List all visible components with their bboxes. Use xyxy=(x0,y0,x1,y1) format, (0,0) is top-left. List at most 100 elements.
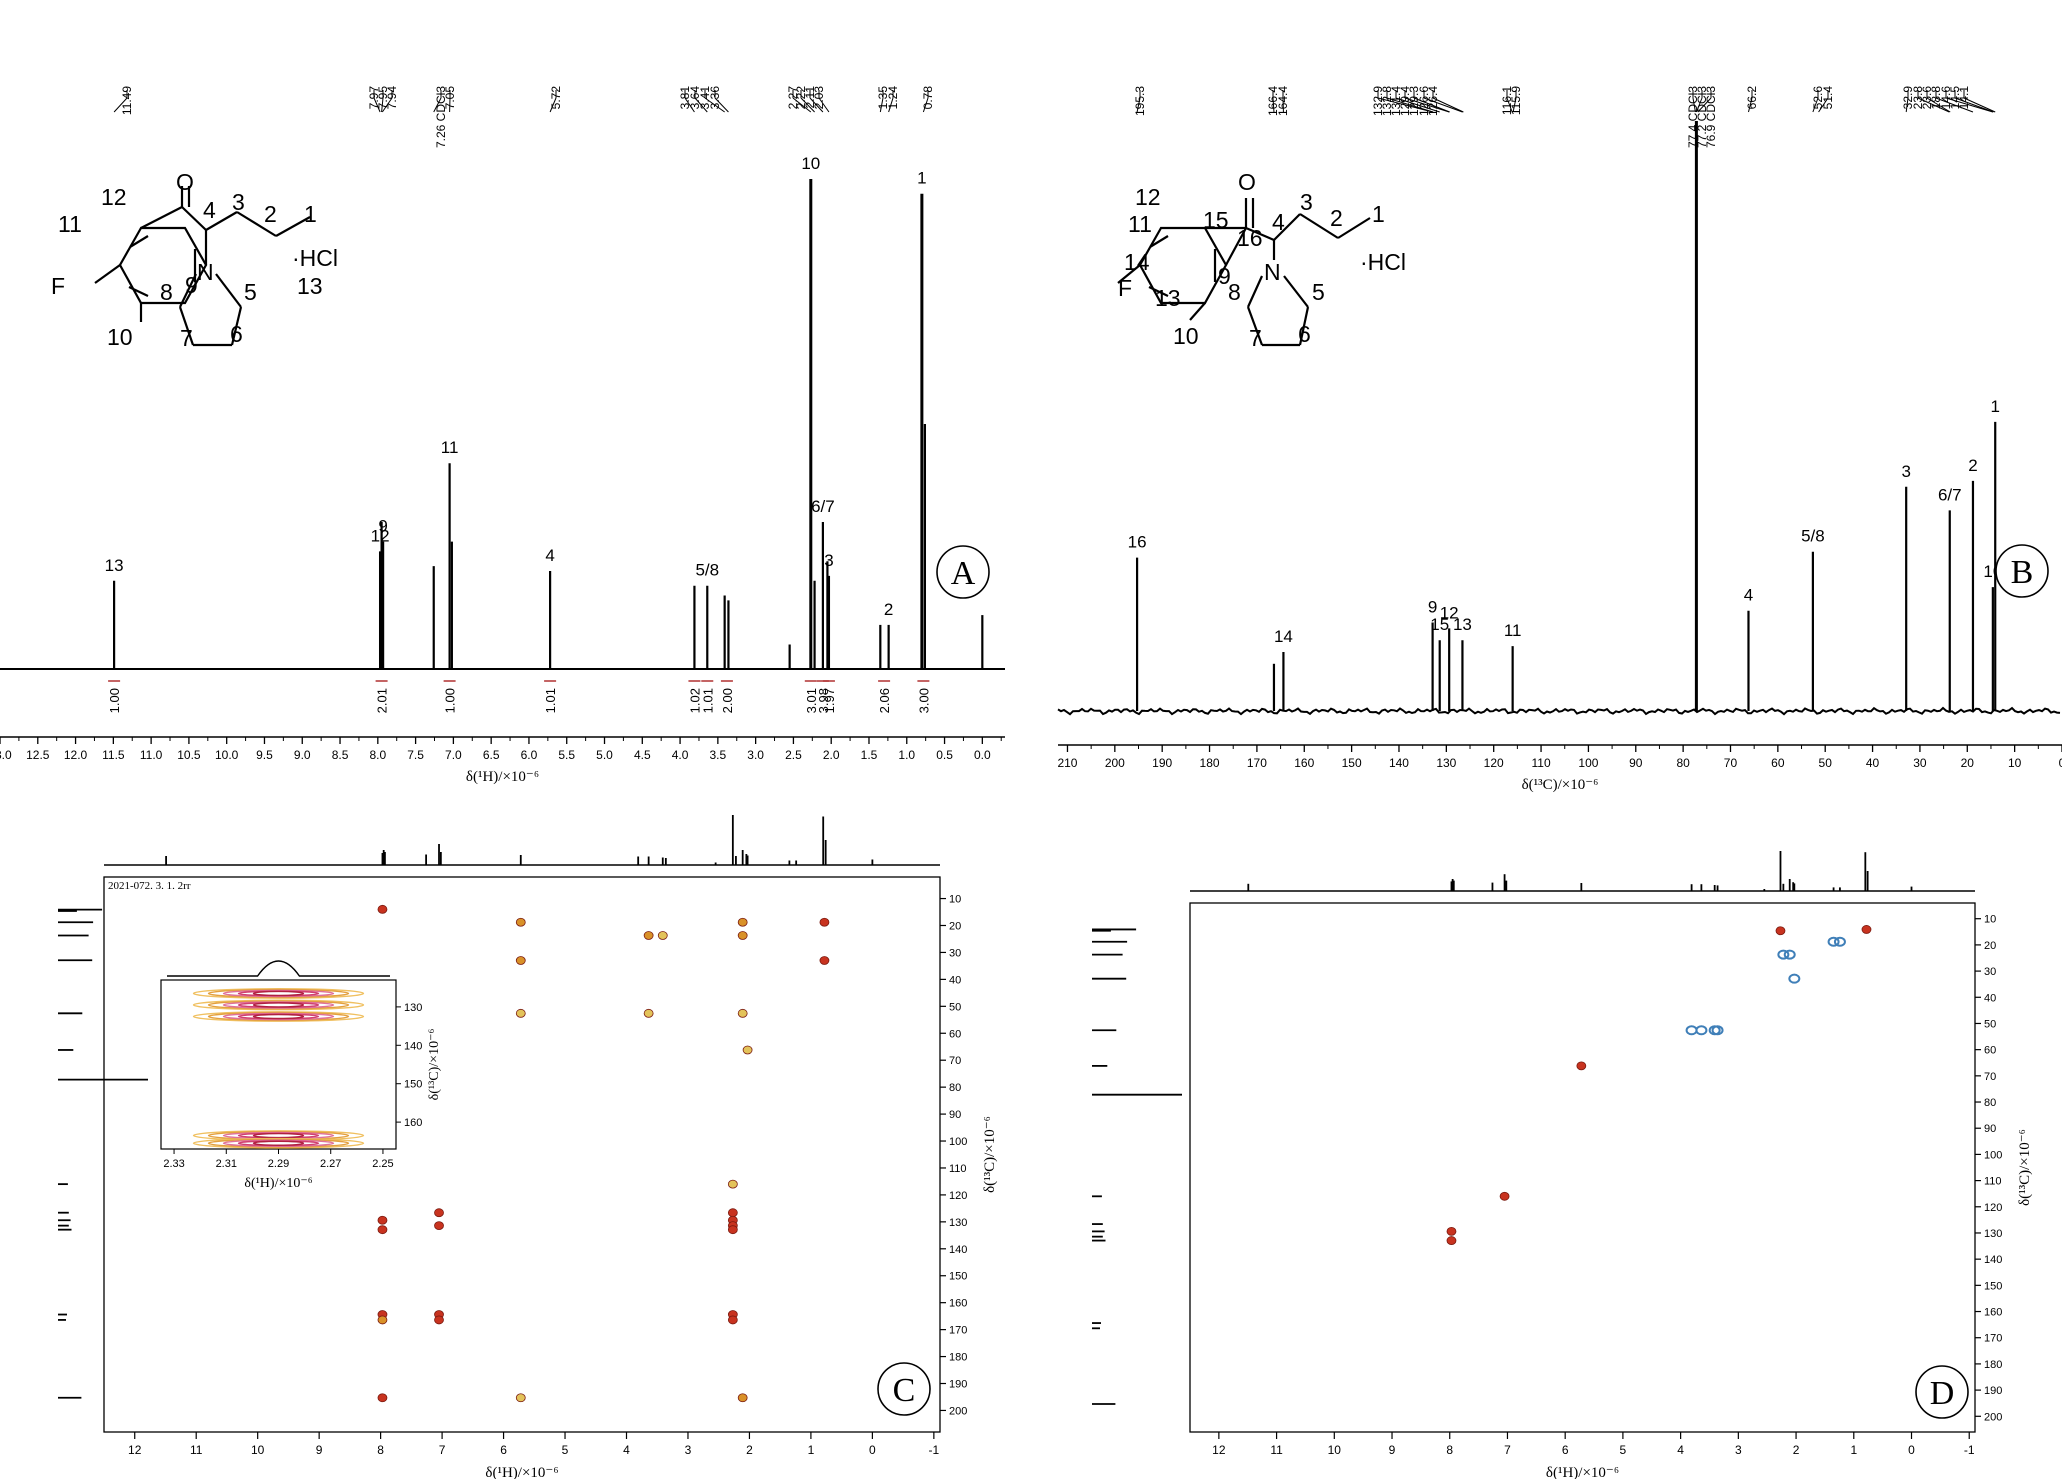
x-tick-label: 6 xyxy=(500,1443,507,1457)
dataset-name: 2021-072. 3. 1. 2rr xyxy=(108,880,191,892)
cross-peak xyxy=(1499,1191,1510,1201)
atom-label-14: 14 xyxy=(1124,249,1150,275)
cross-peak xyxy=(727,1179,738,1189)
atom-label-12: 12 xyxy=(101,184,127,210)
atom-label-1: 1 xyxy=(304,201,317,227)
integral-value: 1.00 xyxy=(443,688,458,713)
peak-list-leader xyxy=(1404,97,1450,113)
peak-list-value: 126.6 xyxy=(1417,86,1431,116)
x-tick-label: 2.0 xyxy=(823,748,840,762)
y-tick-label: 100 xyxy=(1984,1149,2002,1161)
peak-list-leader xyxy=(1818,97,1829,113)
atom-label-4: 4 xyxy=(1272,209,1285,235)
x-tick-label: -1 xyxy=(929,1443,940,1457)
peak-assignment-label: 11 xyxy=(1504,621,1522,640)
x-tick-label: 8 xyxy=(377,1443,384,1457)
plot-frame xyxy=(103,876,941,1433)
cross-peak xyxy=(657,931,668,940)
peak-list-value: 7.26 CDCl3 xyxy=(434,86,448,148)
x-tick-label: 70 xyxy=(1724,756,1738,770)
x-tick-label: 3.0 xyxy=(747,748,764,762)
peak-list-leader xyxy=(1272,97,1275,113)
peak-assignment-label: 4 xyxy=(545,546,554,565)
x-tick-label: 5 xyxy=(1620,1443,1627,1457)
cross-peak xyxy=(434,1208,444,1218)
cross-peak xyxy=(377,1225,388,1235)
x-tick-label: 130 xyxy=(1436,756,1456,770)
inset-y-tick-label: 160 xyxy=(404,1117,422,1129)
x-tick-label: 120 xyxy=(1484,756,1504,770)
cross-peak xyxy=(1827,936,1840,947)
inset-x-tick-label: 2.29 xyxy=(268,1158,289,1170)
peak-list-leader xyxy=(1917,97,1950,113)
x-tick-label: 0.5 xyxy=(936,748,953,762)
x-tick-label: 20 xyxy=(1961,756,1975,770)
peak-list-leader xyxy=(888,97,894,113)
peak-list-leader xyxy=(704,97,725,113)
peak-assignment-label: 4 xyxy=(1744,586,1753,605)
peak-list-leader xyxy=(1695,97,1703,113)
y-tick-label: 150 xyxy=(949,1271,967,1283)
cross-peak xyxy=(515,1008,526,1018)
x-axis-label: δ(¹³C)/×10⁻⁶ xyxy=(1522,777,1599,793)
x-tick-label: 140 xyxy=(1389,756,1409,770)
peak-list-leader xyxy=(373,97,381,113)
x-tick-label: 13.0 xyxy=(0,748,12,762)
cross-peak xyxy=(377,1393,388,1403)
atom-label-16: 16 xyxy=(1237,225,1263,251)
panel-badge-label: A xyxy=(951,555,976,592)
peak-list-value: 129.4 xyxy=(1398,86,1412,116)
y-tick-label: 130 xyxy=(949,1217,967,1229)
x-tick-label: 5.5 xyxy=(558,748,575,762)
y-tick-label: 60 xyxy=(1984,1045,1996,1057)
x-tick-label: 10.0 xyxy=(215,748,239,762)
atom-label-f: F xyxy=(51,273,65,299)
peak-list-value: 195.3 xyxy=(1133,86,1147,116)
atom-label-n: N xyxy=(197,259,214,285)
spectrum-baseline xyxy=(1057,706,2061,716)
inset-y-tick-label: 130 xyxy=(404,1002,422,1014)
inset-contour xyxy=(222,989,335,998)
x-axis-label: δ(¹H)/×10⁻⁶ xyxy=(466,769,539,785)
y-tick-label: 50 xyxy=(1984,1018,1996,1030)
integral-markers: 1.00 2.01 1.00 1.01 1.021.01 2.00 3.013.981.97… xyxy=(107,680,931,713)
y-tick-label: 180 xyxy=(949,1352,967,1364)
atom-label-4: 4 xyxy=(203,197,216,223)
atom-label-2: 2 xyxy=(264,201,277,227)
y-tick-label: 120 xyxy=(1984,1202,2002,1214)
cross-peak xyxy=(1711,1025,1724,1036)
top-projection xyxy=(1190,851,1975,892)
cross-peak xyxy=(643,1008,654,1018)
inset-contour xyxy=(192,999,365,1011)
cross-peak xyxy=(515,956,526,965)
left-projection xyxy=(1092,928,1182,1405)
x-tick-label: 0 xyxy=(1908,1443,1915,1457)
x-tick-label: 2.5 xyxy=(785,748,802,762)
inset-x-tick-label: 2.31 xyxy=(216,1158,237,1170)
y-tick-label: 70 xyxy=(949,1055,961,1067)
panel-badge-circle xyxy=(1915,1365,1969,1419)
peak-list-value: 132.9 xyxy=(1371,86,1385,116)
atom-label-6: 6 xyxy=(1298,321,1311,347)
peak-list-leader xyxy=(381,97,384,113)
integral-value: 1.97 xyxy=(822,688,837,713)
peak-list-value: 11.49 xyxy=(120,86,134,115)
panel-badge-label: D xyxy=(1930,1375,1955,1412)
inset-contour xyxy=(252,1002,305,1008)
x-tick-label: 1 xyxy=(1850,1443,1857,1457)
peak-assignment-label: 2 xyxy=(1968,456,1977,475)
x-tick-label: 6.0 xyxy=(521,748,538,762)
integral-value: 1.01 xyxy=(700,688,715,713)
y-tick-label: 160 xyxy=(949,1298,967,1310)
inset-contour xyxy=(192,988,365,999)
inset-contour xyxy=(222,1139,335,1147)
x-tick-label: 8 xyxy=(1446,1443,1453,1457)
peak-list-leader xyxy=(1395,97,1440,113)
y-tick-label: 50 xyxy=(949,1001,961,1013)
x-tick-label: 50 xyxy=(1819,756,1833,770)
peak-list-leader xyxy=(879,97,884,113)
peak-list-leader xyxy=(1954,97,1994,113)
